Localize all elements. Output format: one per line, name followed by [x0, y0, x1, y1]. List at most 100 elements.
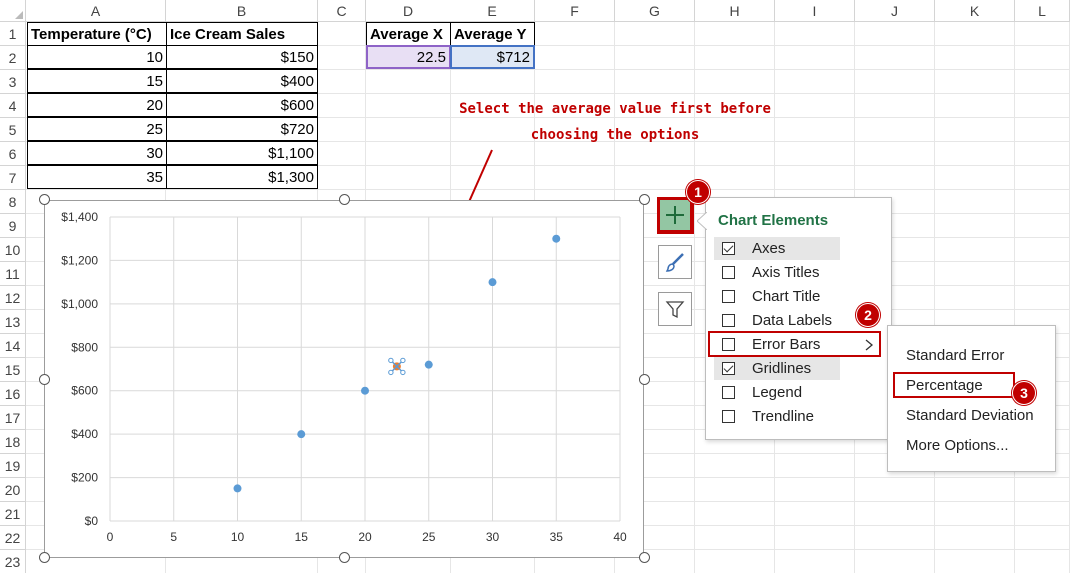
checkbox[interactable] [722, 242, 735, 255]
row-header-6[interactable]: 6 [0, 142, 26, 166]
temperature-cell[interactable]: 35 [27, 165, 167, 189]
selection-handle[interactable] [388, 369, 394, 376]
chart-element-axes[interactable]: Axes [714, 237, 840, 260]
row-header-11[interactable]: 11 [0, 262, 26, 286]
row-header-22[interactable]: 22 [0, 526, 26, 550]
select-all-corner[interactable] [0, 0, 26, 22]
resize-handle-tr[interactable] [639, 194, 650, 205]
sales-cell[interactable]: $1,300 [166, 165, 318, 189]
row-header-16[interactable]: 16 [0, 382, 26, 406]
row-header-9[interactable]: 9 [0, 214, 26, 238]
sales-cell[interactable]: $400 [166, 69, 318, 93]
data-point[interactable] [488, 278, 497, 287]
header-average-x[interactable]: Average X [366, 22, 451, 46]
resize-handle-mr[interactable] [639, 374, 650, 385]
resize-handle-tl[interactable] [39, 194, 50, 205]
selection-handle[interactable] [400, 357, 406, 364]
selection-handle[interactable] [400, 369, 406, 376]
temperature-cell[interactable]: 10 [27, 45, 167, 69]
checkbox[interactable] [722, 362, 735, 375]
checkbox[interactable] [722, 410, 735, 423]
temperature-cell[interactable]: 30 [27, 141, 167, 165]
row-header-14[interactable]: 14 [0, 334, 26, 358]
row-header-2[interactable]: 2 [0, 46, 26, 70]
checkbox[interactable] [722, 338, 735, 351]
data-point[interactable] [361, 386, 369, 395]
data-point[interactable] [424, 360, 433, 369]
chart-element-label: Gridlines [752, 360, 812, 377]
row-header-5[interactable]: 5 [0, 118, 26, 142]
chart-element-trendline[interactable]: Trendline [714, 405, 840, 428]
column-header-i[interactable]: I [775, 0, 855, 22]
row-header-19[interactable]: 19 [0, 454, 26, 478]
column-header-h[interactable]: H [695, 0, 775, 22]
chart-styles-button[interactable] [658, 245, 692, 279]
scatter-chart[interactable]: $0 $200 $400 $600 $800 $1,000 $1,200 $1,400 0 5 10… [44, 200, 644, 558]
data-point[interactable] [233, 484, 242, 493]
data-point[interactable] [297, 430, 306, 439]
column-header-j[interactable]: J [855, 0, 935, 22]
row-header-4[interactable]: 4 [0, 94, 26, 118]
checkbox[interactable] [722, 266, 735, 279]
error-bar-option-standard-error[interactable]: Standard Error [906, 346, 1005, 364]
error-bar-option-standard-deviation[interactable]: Standard Deviation [906, 406, 1034, 424]
resize-handle-bm[interactable] [339, 552, 350, 563]
resize-handle-ml[interactable] [39, 374, 50, 385]
column-header-g[interactable]: G [615, 0, 695, 22]
column-header-b[interactable]: B [166, 0, 318, 22]
checkbox[interactable] [722, 386, 735, 399]
sales-cell[interactable]: $720 [166, 117, 318, 141]
chart-filters-button[interactable] [658, 292, 692, 326]
sales-cell[interactable]: $600 [166, 93, 318, 117]
row-header-8[interactable]: 8 [0, 190, 26, 214]
header-average-y[interactable]: Average Y [450, 22, 535, 46]
checkbox[interactable] [722, 290, 735, 303]
column-header-e[interactable]: E [450, 0, 535, 22]
row-header-20[interactable]: 20 [0, 478, 26, 502]
chart-element-chart-title[interactable]: Chart Title [714, 285, 840, 308]
row-header-12[interactable]: 12 [0, 286, 26, 310]
row-header-13[interactable]: 13 [0, 310, 26, 334]
chart-element-legend[interactable]: Legend [714, 381, 840, 404]
sales-cell[interactable]: $1,100 [166, 141, 318, 165]
row-header-7[interactable]: 7 [0, 166, 26, 190]
sales-cell[interactable]: $150 [166, 45, 318, 69]
row-header-23[interactable]: 23 [0, 550, 26, 573]
error-bar-option-percentage[interactable]: Percentage [906, 376, 983, 394]
header-temperature[interactable]: Temperature (°C) [27, 22, 167, 46]
chart-element-axis-titles[interactable]: Axis Titles [714, 261, 840, 284]
y-tick-label: $0 [85, 514, 99, 528]
column-header-k[interactable]: K [935, 0, 1015, 22]
chart-plot[interactable]: $0 $200 $400 $600 $800 $1,000 $1,200 $1,400 0 5 10… [45, 201, 645, 559]
chart-element-data-labels[interactable]: Data Labels [714, 309, 840, 332]
selection-marker [390, 359, 404, 373]
error-bar-option-more-options[interactable]: More Options... [906, 436, 1009, 454]
data-point[interactable] [552, 234, 561, 243]
temperature-cell[interactable]: 15 [27, 69, 167, 93]
row-header-10[interactable]: 10 [0, 238, 26, 262]
chart-element-error-bars[interactable]: Error Bars [714, 333, 840, 356]
row-header-3[interactable]: 3 [0, 70, 26, 94]
row-header-18[interactable]: 18 [0, 430, 26, 454]
column-header-c[interactable]: C [318, 0, 366, 22]
resize-handle-bl[interactable] [39, 552, 50, 563]
row-header-17[interactable]: 17 [0, 406, 26, 430]
row-header-21[interactable]: 21 [0, 502, 26, 526]
column-header-a[interactable]: A [26, 0, 166, 22]
chart-element-gridlines[interactable]: Gridlines [714, 357, 840, 380]
checkbox[interactable] [722, 314, 735, 327]
column-header-f[interactable]: F [535, 0, 615, 22]
row-header-15[interactable]: 15 [0, 358, 26, 382]
row-header-1[interactable]: 1 [0, 22, 26, 46]
chevron-right-icon[interactable] [864, 339, 874, 351]
selection-handle[interactable] [388, 357, 394, 364]
average-x-value[interactable]: 22.5 [366, 45, 451, 69]
resize-handle-tm[interactable] [339, 194, 350, 205]
temperature-cell[interactable]: 25 [27, 117, 167, 141]
resize-handle-br[interactable] [639, 552, 650, 563]
average-y-value[interactable]: $712 [450, 45, 535, 69]
header-ice-cream-sales[interactable]: Ice Cream Sales [166, 22, 318, 46]
chart-elements-button[interactable] [658, 198, 692, 232]
temperature-cell[interactable]: 20 [27, 93, 167, 117]
x-tick-label: 20 [358, 530, 372, 544]
